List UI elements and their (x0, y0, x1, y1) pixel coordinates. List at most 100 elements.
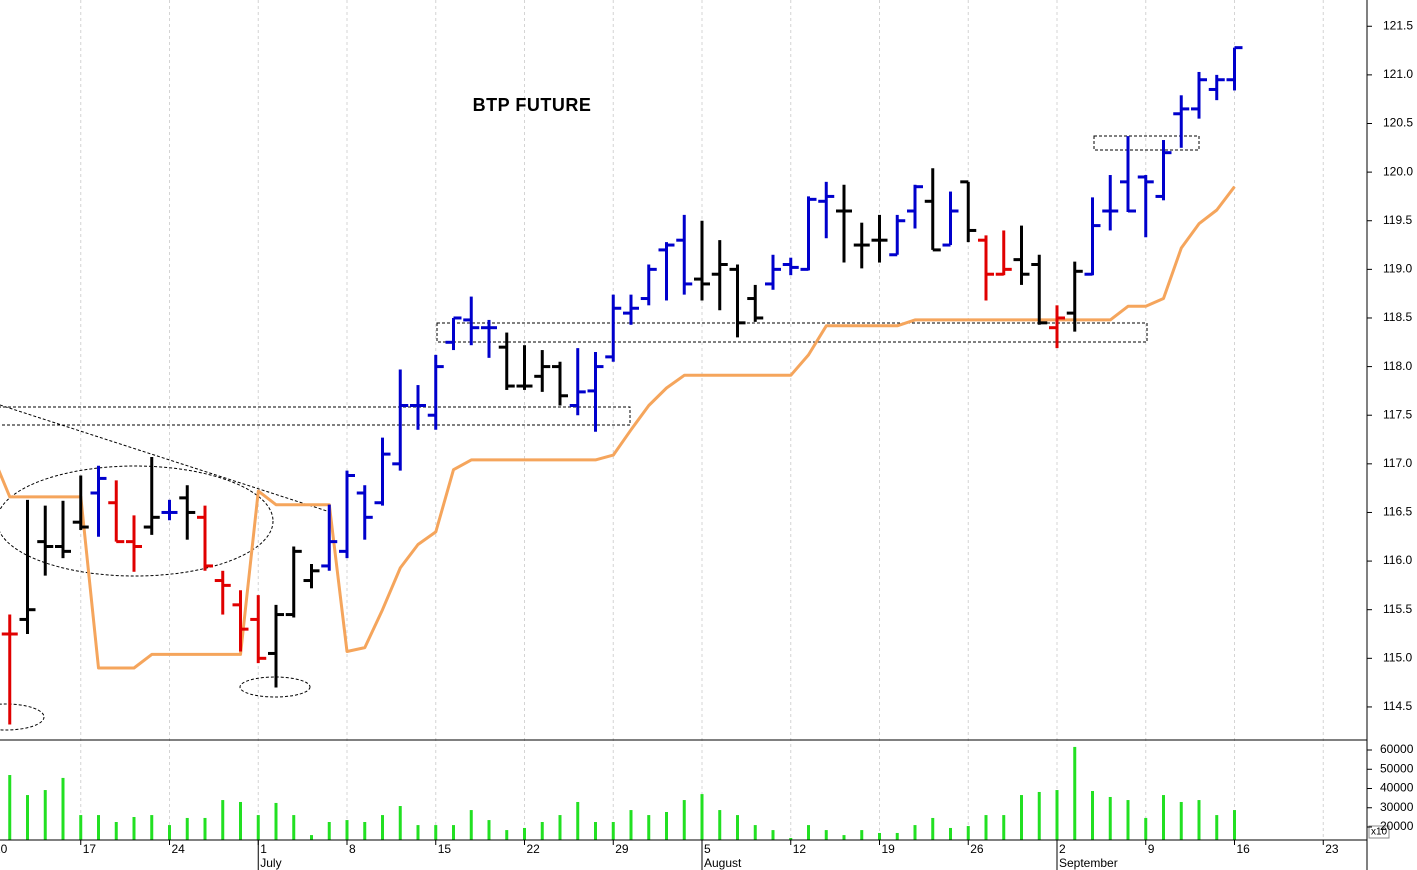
volume-bar (1162, 795, 1165, 840)
x-tick-label: 5 (704, 842, 711, 856)
volume-bar (1091, 791, 1094, 840)
y-tick-label: 116.5 (1383, 505, 1412, 519)
volume-bar (878, 832, 881, 840)
plot-area (0, 46, 1243, 840)
volume-bar (398, 806, 402, 840)
volume-bar (523, 827, 526, 840)
volume-bar (736, 815, 739, 840)
volume-bar (558, 815, 562, 840)
volume-bar (292, 815, 296, 840)
x-tick-label: 9 (1148, 842, 1155, 856)
month-label: September (1059, 856, 1118, 870)
y-tick-label: 115.5 (1383, 602, 1412, 616)
breakout-box (1093, 135, 1200, 151)
volume-bar (185, 817, 189, 840)
x-tick-label: 24 (172, 842, 186, 856)
volume-bar (150, 815, 154, 840)
low-ellipse (0, 703, 45, 731)
volume-bar (256, 815, 260, 840)
support-box (436, 322, 1148, 343)
volume-bar (1073, 746, 1077, 840)
volume-bar (434, 825, 438, 840)
y-tick-label: 117.0 (1383, 456, 1412, 470)
volume-bar (576, 801, 580, 840)
volume-bar (381, 815, 384, 840)
volume-bar (114, 822, 118, 840)
volume-bar (1179, 801, 1183, 840)
volume-bar (895, 832, 899, 840)
volume-bar (931, 817, 935, 840)
volume-bar (1126, 800, 1130, 840)
volume-bar (913, 825, 917, 840)
volume-bar (647, 815, 651, 840)
volume-tick-label: 50000 (1380, 761, 1414, 775)
volume-tick-label: 60000 (1380, 742, 1414, 756)
chart-title: BTP FUTURE (473, 95, 592, 115)
x-tick-label: 8 (349, 842, 356, 856)
volume-bar (807, 825, 810, 840)
volume-bar (824, 830, 828, 840)
volume-bar (718, 810, 722, 840)
y-tick-label: 117.5 (1383, 407, 1412, 421)
x-tick-label: 17 (83, 842, 97, 856)
volume-bar (1108, 796, 1112, 840)
grid (80, 0, 1324, 840)
volume-bar (540, 822, 544, 840)
resistance-box (0, 406, 631, 426)
volume-bar (860, 830, 864, 840)
volume-bar (239, 801, 242, 840)
volume-bar (310, 835, 313, 840)
x-tick-label: 22 (527, 842, 541, 856)
y-tick-label: 120.5 (1383, 116, 1413, 130)
month-label: July (260, 856, 281, 870)
volume-bar (327, 822, 331, 840)
x-tick-label: 1 (260, 842, 267, 856)
volume-bar (363, 822, 367, 840)
volume-bar (753, 825, 757, 840)
volume-bar (1233, 810, 1236, 840)
x-tick-label: 2 (1059, 842, 1066, 856)
y-tick-label: 121.5 (1383, 18, 1413, 32)
volume-bar (629, 810, 633, 840)
volume-bar (345, 820, 349, 840)
volume-bar (416, 825, 420, 840)
y-tick-label: 121.0 (1383, 67, 1413, 81)
volume-bar (221, 800, 225, 840)
y-tick-label: 118.5 (1383, 310, 1412, 324)
x-tick-label: 23 (1325, 842, 1339, 856)
volume-bar (1055, 790, 1059, 840)
volume-bar (8, 775, 12, 840)
volume-tick-label: 30000 (1380, 800, 1414, 814)
volume-bar (26, 795, 29, 840)
volume-bar (97, 815, 100, 840)
volume-bar (1144, 817, 1148, 840)
volume-bar (611, 822, 615, 840)
consolidation-ellipse (0, 465, 274, 577)
y-tick-label: 119.0 (1383, 262, 1412, 276)
annotation-shapes (0, 135, 1200, 731)
trend-line (0, 404, 331, 513)
volume-bar (168, 825, 171, 840)
volume-bar (665, 811, 668, 840)
volume-tick-label: 40000 (1380, 781, 1414, 795)
x-tick-label: 16 (1237, 842, 1251, 856)
volume-bar (1215, 815, 1219, 840)
volume-bar (949, 827, 952, 840)
volume-bar (43, 790, 47, 840)
month-label: August (704, 856, 742, 870)
y-tick-label: 116.0 (1383, 553, 1412, 567)
volume-bar (61, 777, 65, 840)
x-tick-label: 10 (0, 842, 8, 856)
volume-bar (1197, 800, 1201, 840)
volume-bar (132, 816, 136, 840)
volume-bar (842, 835, 846, 840)
x-tick-label: 29 (615, 842, 629, 856)
x-tick-label: 12 (793, 842, 807, 856)
x-tick-label: 26 (970, 842, 984, 856)
volume-bar (700, 794, 704, 840)
x-tick-label: 15 (438, 842, 452, 856)
volume-multiplier: x10 (1371, 827, 1388, 838)
volume-bar (1002, 815, 1006, 840)
y-tick-label: 119.5 (1383, 213, 1412, 227)
